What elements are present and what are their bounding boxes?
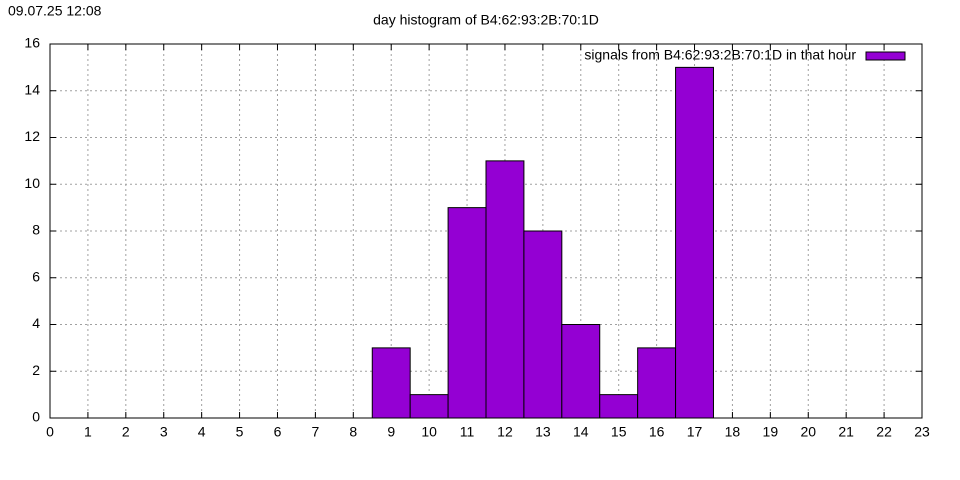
- y-tick-label: 8: [32, 222, 40, 238]
- y-tick-label: 14: [24, 81, 40, 97]
- x-tick-label: 17: [687, 424, 703, 440]
- x-tick-label: 20: [800, 424, 816, 440]
- bar: [637, 347, 677, 419]
- y-tick-label: 16: [24, 35, 40, 51]
- x-tick-label: 4: [198, 424, 206, 440]
- y-tick-label: 2: [32, 362, 40, 378]
- x-tick-label: 18: [725, 424, 741, 440]
- x-tick-label: 5: [236, 424, 244, 440]
- x-tick-label: 22: [876, 424, 892, 440]
- y-tick-label: 6: [32, 268, 40, 284]
- x-tick-label: 13: [535, 424, 551, 440]
- bar: [409, 394, 449, 419]
- x-tick-label: 9: [387, 424, 395, 440]
- bar: [523, 230, 563, 419]
- bar: [675, 66, 714, 419]
- plot-border: [49, 43, 923, 419]
- x-tick-label: 2: [122, 424, 130, 440]
- timestamp: 09.07.25 12:08: [8, 3, 102, 19]
- x-tick-label: 8: [349, 424, 357, 440]
- y-tick-label: 4: [32, 315, 40, 331]
- x-tick-label: 15: [611, 424, 627, 440]
- x-tick-label: 6: [274, 424, 282, 440]
- x-tick-label: 7: [311, 424, 319, 440]
- legend-label: signals from B4:62:93:2B:70:1D in that h…: [584, 47, 856, 63]
- x-tick-label: 19: [763, 424, 779, 440]
- x-tick-label: 10: [421, 424, 437, 440]
- y-tick-label: 12: [24, 128, 40, 144]
- x-tick-label: 11: [460, 424, 475, 440]
- bar: [371, 347, 411, 419]
- x-tick-label: 16: [649, 424, 665, 440]
- chart-title: day histogram of B4:62:93:2B:70:1D: [373, 12, 599, 28]
- y-tick-label: 0: [32, 409, 40, 425]
- legend-swatch: [865, 51, 906, 61]
- bar: [447, 207, 487, 419]
- x-tick-label: 3: [160, 424, 168, 440]
- bar: [599, 394, 639, 419]
- x-tick-label: 21: [838, 424, 854, 440]
- x-tick-label: 12: [497, 424, 513, 440]
- x-tick-label: 14: [573, 424, 589, 440]
- bar: [561, 324, 601, 419]
- x-tick-label: 1: [84, 424, 92, 440]
- x-tick-label: 0: [46, 424, 54, 440]
- bar: [485, 160, 525, 419]
- x-tick-label: 23: [914, 424, 930, 440]
- y-tick-label: 10: [24, 175, 40, 191]
